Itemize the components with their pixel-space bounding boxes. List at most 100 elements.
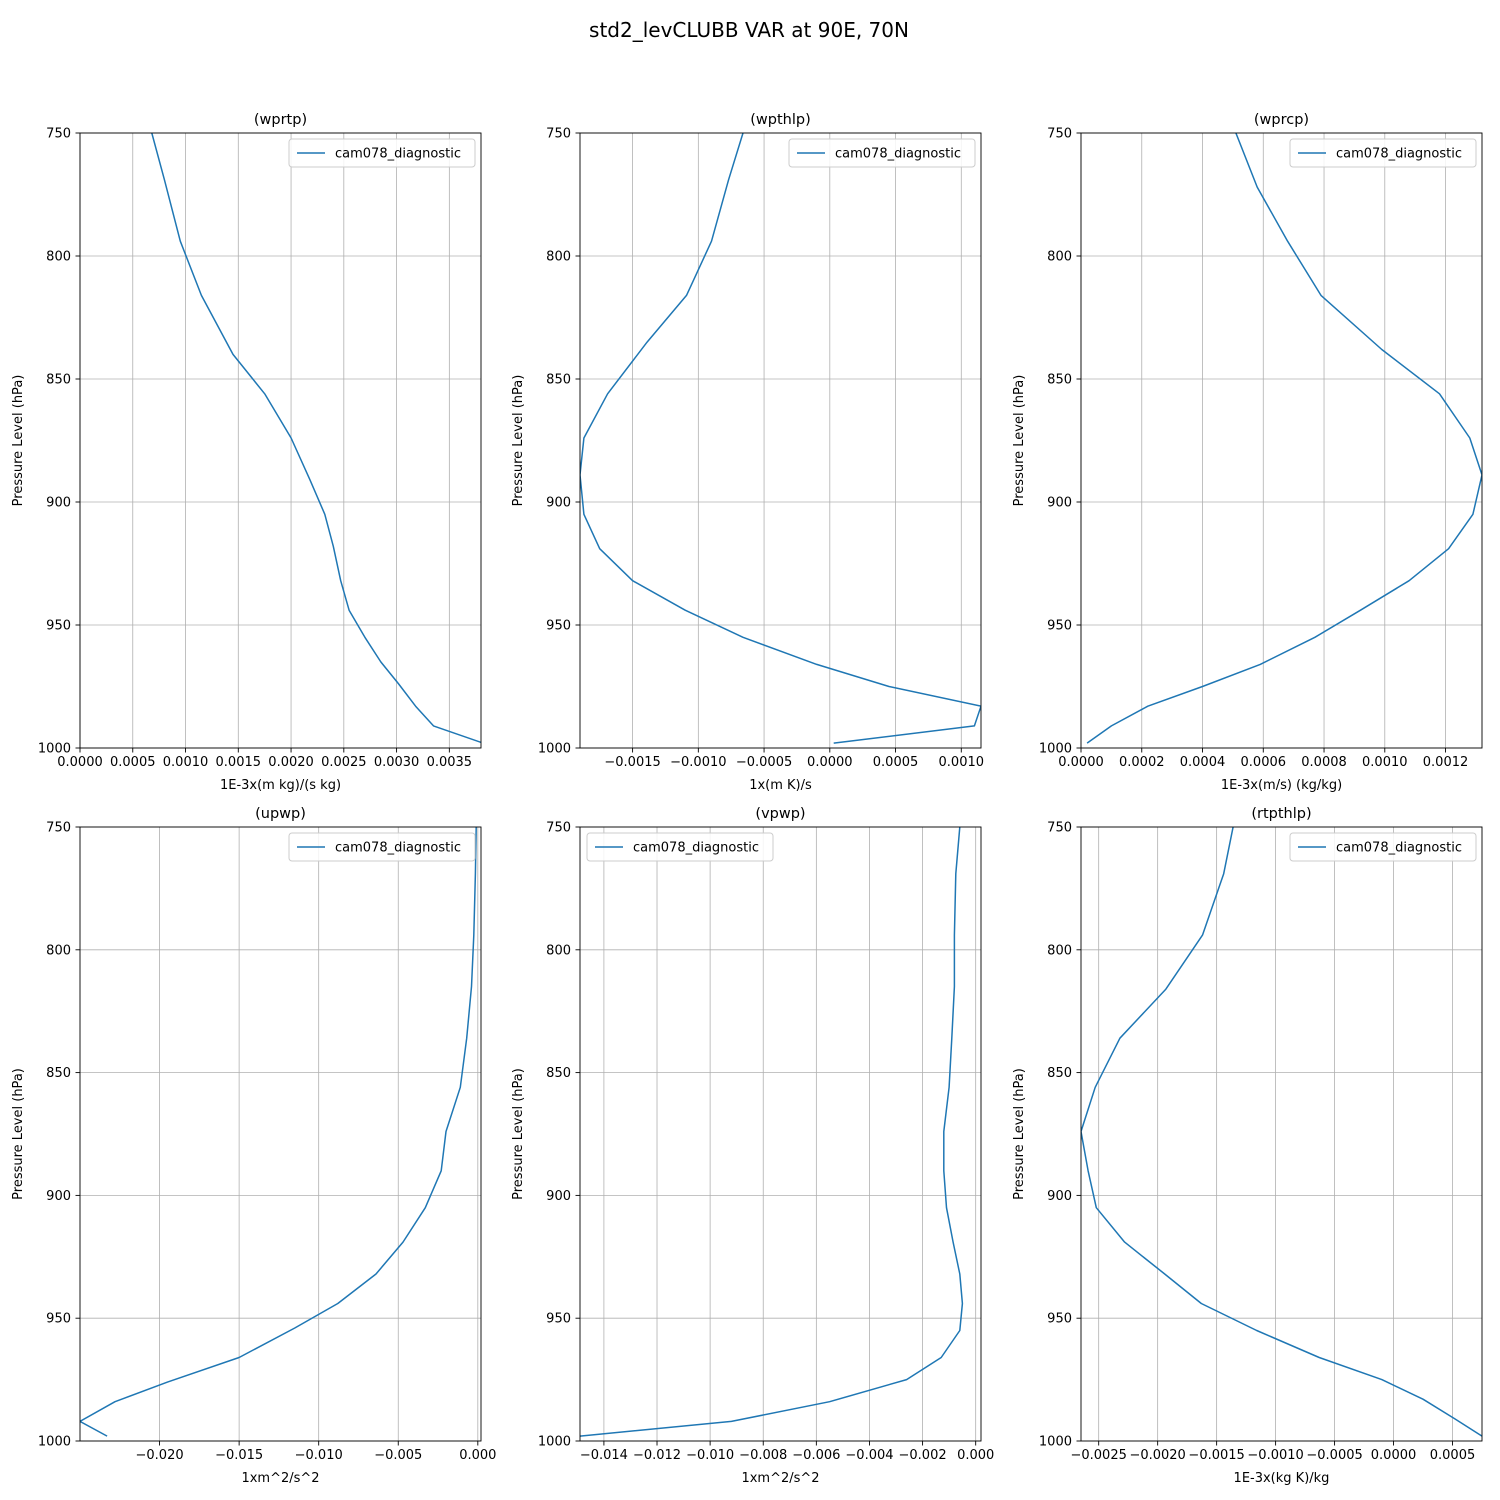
legend-label: cam078_diagnostic xyxy=(1336,147,1462,162)
series-line xyxy=(1081,827,1482,1437)
y-tick-label: 750 xyxy=(546,127,571,142)
x-axis-label: 1E-3x(m kg)/(s kg) xyxy=(220,778,341,793)
x-tick-label: −0.002 xyxy=(899,1448,947,1463)
y-tick-label: 950 xyxy=(1047,619,1072,634)
x-tick-label: 0.0000 xyxy=(1058,755,1104,770)
axes-frame xyxy=(1080,132,1483,749)
series-line xyxy=(151,133,481,744)
legend-box xyxy=(288,138,476,168)
y-axis-label: Pressure Level (hPa) xyxy=(11,375,26,507)
subplot-4: −0.020 −0.015 −0.010 −0.005 0.000 750 800 850 90… xyxy=(11,806,496,1486)
x-tick-label: −0.0025 xyxy=(1070,1448,1126,1463)
x-tick-label: 0.0030 xyxy=(374,755,420,770)
legend-box xyxy=(586,832,774,862)
x-tick-label: 0.0010 xyxy=(939,755,985,770)
y-tick-label: 800 xyxy=(46,250,71,265)
panels-container: 0.0000 0.0005 0.0010 0.0015 0.0020 0.0025 0.00… xyxy=(11,112,1483,1486)
y-tick-label: 1000 xyxy=(38,1435,71,1450)
subplot-title: (wprcp) xyxy=(1254,112,1309,128)
y-tick-label: 900 xyxy=(546,1189,571,1204)
legend: cam078_diagnostic xyxy=(788,138,976,168)
y-tick-label: 750 xyxy=(546,821,571,836)
y-tick-label: 850 xyxy=(546,373,571,388)
x-tick-label: 0.0010 xyxy=(163,755,209,770)
y-tick-label: 750 xyxy=(46,127,71,142)
y-tick-label: 950 xyxy=(546,619,571,634)
y-tick-label: 1000 xyxy=(1039,742,1072,757)
y-tick-label: 1000 xyxy=(538,1435,571,1450)
legend-box xyxy=(1289,832,1477,862)
x-tick-label: 0.0005 xyxy=(110,755,156,770)
x-tick-label: 0.0000 xyxy=(1371,1448,1417,1463)
axes-frame xyxy=(1080,826,1483,1442)
series-line xyxy=(580,827,964,1437)
x-tick-label: 0.0008 xyxy=(1301,755,1347,770)
axes-frame xyxy=(579,132,982,749)
y-tick-label: 900 xyxy=(1047,496,1072,511)
y-tick-label: 1000 xyxy=(1039,1435,1072,1450)
y-tick-label: 900 xyxy=(1047,1189,1072,1204)
subplot-title: (wpthlp) xyxy=(750,112,811,128)
x-axis-label: 1E-3x(kg K)/kg xyxy=(1234,1471,1330,1486)
x-tick-label: −0.006 xyxy=(792,1448,840,1463)
x-tick-label: −0.004 xyxy=(845,1448,893,1463)
y-axis-label: Pressure Level (hPa) xyxy=(11,1068,26,1200)
x-tick-label: −0.014 xyxy=(580,1448,628,1463)
subplot-2: −0.0015 −0.0010 −0.0005 0.0000 0.0005 0.0010 7… xyxy=(511,112,984,793)
x-axis-label: 1xm^2/s^2 xyxy=(241,1471,319,1486)
legend-label: cam078_diagnostic xyxy=(335,841,461,856)
y-tick-label: 750 xyxy=(1047,127,1072,142)
y-tick-label: 850 xyxy=(46,1066,71,1081)
y-tick-label: 800 xyxy=(46,943,71,958)
subplot-5: −0.014 −0.012 −0.010 −0.008 −0.006 −0.004 −0.0… xyxy=(511,806,994,1486)
legend-box xyxy=(788,138,976,168)
legend-label: cam078_diagnostic xyxy=(633,841,759,856)
legend: cam078_diagnostic xyxy=(288,138,476,168)
y-tick-label: 900 xyxy=(546,496,571,511)
subplot-title: (wprtp) xyxy=(254,112,307,128)
x-tick-label: −0.005 xyxy=(374,1448,422,1463)
y-tick-label: 950 xyxy=(546,1312,571,1327)
subplot-title: (upwp) xyxy=(255,806,306,822)
x-tick-label: 0.0000 xyxy=(57,755,103,770)
x-tick-label: 0.0035 xyxy=(427,755,473,770)
x-axis-label: 1E-3x(m/s) (kg/kg) xyxy=(1221,778,1342,793)
y-tick-label: 750 xyxy=(1047,821,1072,836)
x-tick-label: 0.0015 xyxy=(216,755,262,770)
y-tick-label: 750 xyxy=(46,821,71,836)
y-axis-label: Pressure Level (hPa) xyxy=(511,1068,526,1200)
x-axis-label: 1x(m K)/s xyxy=(749,778,812,793)
legend-label: cam078_diagnostic xyxy=(335,147,461,162)
legend-box xyxy=(1289,138,1477,168)
series-line xyxy=(580,133,981,744)
x-tick-label: −0.0010 xyxy=(1247,1448,1303,1463)
y-axis-label: Pressure Level (hPa) xyxy=(1012,375,1027,507)
y-tick-label: 800 xyxy=(546,943,571,958)
x-tick-label: −0.0015 xyxy=(604,755,660,770)
subplot-3: 0.0000 0.0002 0.0004 0.0006 0.0008 0.0010 0.00… xyxy=(1012,112,1483,793)
x-tick-label: −0.0015 xyxy=(1188,1448,1244,1463)
x-tick-label: 0.0006 xyxy=(1241,755,1287,770)
legend: cam078_diagnostic xyxy=(586,832,774,862)
x-tick-label: −0.010 xyxy=(686,1448,734,1463)
x-tick-label: −0.020 xyxy=(136,1448,184,1463)
x-tick-label: 0.0012 xyxy=(1423,755,1469,770)
x-tick-label: 0.000 xyxy=(459,1448,496,1463)
y-tick-label: 850 xyxy=(46,373,71,388)
y-tick-label: 950 xyxy=(46,619,71,634)
x-tick-label: 0.0000 xyxy=(807,755,853,770)
y-tick-label: 1000 xyxy=(538,742,571,757)
series-line xyxy=(80,827,477,1437)
x-tick-label: −0.0005 xyxy=(736,755,792,770)
x-tick-label: −0.010 xyxy=(295,1448,343,1463)
x-tick-label: −0.012 xyxy=(633,1448,681,1463)
y-tick-label: 950 xyxy=(1047,1312,1072,1327)
y-axis-label: Pressure Level (hPa) xyxy=(1012,1068,1027,1200)
y-axis-label: Pressure Level (hPa) xyxy=(511,375,526,507)
y-tick-label: 800 xyxy=(1047,943,1072,958)
x-tick-label: −0.0005 xyxy=(1306,1448,1362,1463)
x-tick-label: 0.0005 xyxy=(1430,1448,1476,1463)
legend-label: cam078_diagnostic xyxy=(835,147,961,162)
